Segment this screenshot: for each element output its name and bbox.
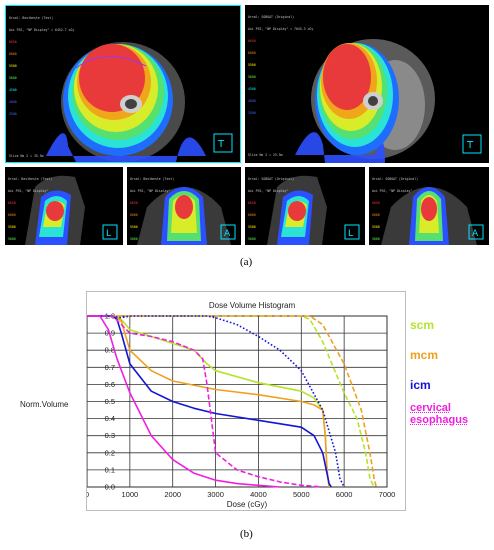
y-axis-label: Norm.Volume (20, 400, 69, 409)
ct-overlay-text: Ursal: SOBOAT (Original) Axi PSS, "NP Di… (248, 7, 313, 123)
x-tick-label: 4000 (250, 490, 267, 499)
isodose-level: 5500 (8, 225, 16, 229)
y-tick-label: 0.1 (105, 465, 115, 474)
ct-overlay-text: Ursal: SOBOAT (Original) Axi PSS, "NP Di… (248, 169, 294, 245)
isodose-level: 5500 (9, 64, 17, 68)
isodose-level: 6000 (248, 213, 256, 217)
header-line: Ursal: SOBOAT (Original) (372, 177, 419, 181)
header-line: Axi PSS, "NP Display" (130, 189, 171, 193)
y-tick-label: 0.8 (105, 346, 115, 355)
isodose-level: 3500 (248, 111, 256, 115)
caption-a: (a) (240, 256, 253, 268)
isodose-level: 6000 (372, 213, 380, 217)
dvh-series-icm-solid (87, 315, 332, 488)
legend-item-scm: scm (410, 318, 435, 332)
isodose-level: 3500 (9, 112, 17, 116)
x-tick-label: 0 (87, 490, 89, 499)
isodose-level: 6650 (248, 201, 256, 205)
svg-text:T: T (466, 140, 474, 151)
isodose-level: 6000 (8, 213, 16, 217)
isodose-level: 5000 (130, 237, 138, 241)
svg-text:L: L (106, 229, 111, 239)
x-tick-label: 5000 (293, 490, 310, 499)
legend-label-line: cervical (410, 402, 451, 414)
svg-text:A: A (472, 229, 479, 239)
svg-text:A: A (224, 229, 231, 239)
isodose-level: 6650 (372, 201, 380, 205)
isodose-level: 5000 (248, 237, 256, 241)
x-tick-label: 1000 (122, 490, 139, 499)
isodose-level: 5500 (248, 63, 256, 67)
svg-text:T: T (217, 139, 225, 150)
dvh-chart-frame: 0.00.10.20.30.40.50.60.70.80.91.00100020… (85, 291, 406, 511)
y-tick-label: 0.5 (105, 397, 115, 406)
legend-item-mcm: mcm (410, 348, 439, 362)
isodose-level: 5000 (8, 237, 16, 241)
isodose-level: 6650 (248, 39, 256, 43)
isodose-level: 6000 (130, 213, 138, 217)
slice-label: Slice No 2 = 25.5m (248, 153, 283, 157)
x-tick-label: 2000 (164, 490, 181, 499)
isodose-level: 4000 (248, 99, 256, 103)
slice-label: Slice No 2 = 35.5m (9, 154, 44, 158)
header-line: Ursal: Bestbeste (Test) (130, 177, 175, 181)
ct-overlay-text: Ursal: Bestbeste (Test) Axi PSS, "NP Dis… (8, 169, 52, 245)
dvh-series-cervical-esophagus-dashed (87, 315, 323, 488)
x-axis-label: Dose (cGy) (227, 500, 268, 509)
chart-legend: scm mcm icm cervical esophagus (408, 318, 492, 448)
header-line: Ursal: SOBOAT (Original) (248, 177, 295, 181)
isodose-level: 4500 (248, 87, 256, 91)
isodose-level: 5000 (9, 76, 17, 80)
header-line: Axi PSS, "NP Display" (372, 189, 413, 193)
legend-item-icm: icm (410, 378, 431, 392)
ct-axial-image-original: T Ursal: SOBOAT (Original) Axi PSS, "NP … (245, 5, 489, 163)
legend-item-cervical-esophagus: cervical esophagus (410, 402, 468, 426)
ct-coronal-image-test: A Ursal: Bestbeste (Test) Axi PSS, "NP D… (127, 167, 241, 245)
ct-sagittal-image-test: L Ursal: Bestbeste (Test) Axi PSS, "NP D… (5, 167, 123, 245)
y-tick-label: 0.6 (105, 380, 115, 389)
ct-axial-image-test: T Ursal: Bestbeste (Test) Axi PSS, "NP D… (5, 5, 241, 163)
ct-coronal-image-original: A Ursal: SOBOAT (Original) Axi PSS, "NP … (369, 167, 489, 245)
dvh-series-cervical-esophagus-solid (87, 315, 280, 488)
dvh-chart: 0.00.10.20.30.40.50.60.70.80.91.00100020… (85, 301, 396, 509)
header-line: Axi PSS, "NP Display" = 6452.7 cGy (9, 28, 75, 32)
x-tick-label: 6000 (336, 490, 353, 499)
y-tick-label: 0.2 (105, 448, 115, 457)
chart-title: Dose Volume Histogram (209, 301, 296, 310)
isodose-level: 4500 (9, 88, 17, 92)
isodose-level: 6650 (8, 201, 16, 205)
y-tick-label: 0.0 (105, 483, 115, 492)
y-tick-label: 0.7 (105, 363, 115, 372)
header-line: Axi PSS, "NP Display" = 7045.3 cGy (248, 27, 314, 31)
svg-text:L: L (348, 229, 353, 239)
header-line: Ursal: Bestbeste (Test) (9, 16, 54, 20)
isodose-level: 6000 (9, 52, 17, 56)
header-line: Axi PSS, "NP Display" (8, 189, 49, 193)
legend-label-line: esophagus (410, 414, 469, 426)
dvh-series-icm-dotted (87, 315, 345, 488)
header-line: Axi PSS, "NP Display" (248, 189, 289, 193)
x-tick-label: 7000 (379, 490, 396, 499)
y-tick-label: 0.3 (105, 431, 115, 440)
x-tick-label: 3000 (207, 490, 224, 499)
header-line: Ursal: SOBOAT (Original) (248, 15, 295, 19)
y-tick-label: 0.4 (105, 414, 115, 423)
caption-b: (b) (240, 528, 253, 540)
isodose-level: 5500 (248, 225, 256, 229)
isodose-level: 5000 (248, 75, 256, 79)
ct-overlay-text: Ursal: Bestbeste (Test) Axi PSS, "NP Dis… (9, 8, 74, 124)
ct-overlay-text: Ursal: Bestbeste (Test) Axi PSS, "NP Dis… (130, 169, 174, 245)
header-line: Ursal: Bestbeste (Test) (8, 177, 53, 181)
isodose-level: 6000 (248, 51, 256, 55)
dvh-series-mcm-dashed (87, 315, 378, 488)
ct-dose-panel-a: T Ursal: Bestbeste (Test) Axi PSS, "NP D… (5, 5, 489, 245)
ct-sagittal-image-original: L Ursal: SOBOAT (Original) Axi PSS, "NP … (245, 167, 365, 245)
isodose-level: 6650 (9, 40, 17, 44)
ct-overlay-text: Ursal: SOBOAT (Original) Axi PSS, "NP Di… (372, 169, 418, 245)
isodose-level: 5500 (130, 225, 138, 229)
isodose-level: 5500 (372, 225, 380, 229)
isodose-level: 4000 (9, 100, 17, 104)
isodose-level: 5000 (372, 237, 380, 241)
isodose-level: 6650 (130, 201, 138, 205)
